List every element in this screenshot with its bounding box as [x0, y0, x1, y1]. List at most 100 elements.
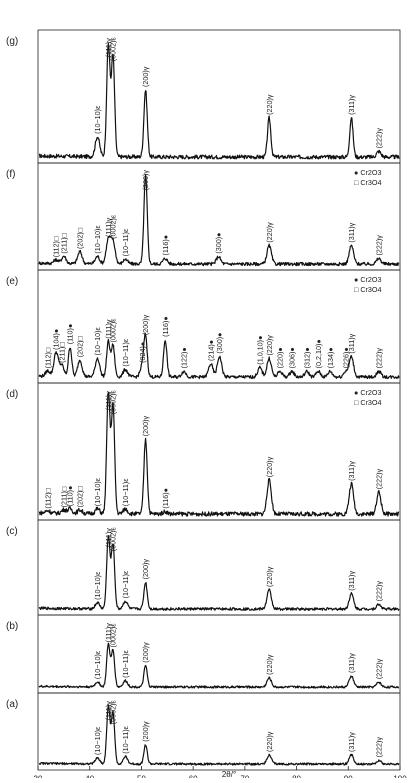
peak-label: (110)●: [66, 324, 75, 345]
legend-entry: □ Cr3O4: [354, 178, 382, 187]
peak-label: (222)γ: [374, 235, 383, 256]
peak-label: (0002)ε: [109, 527, 118, 552]
peak-label: (10−10)ε: [93, 105, 102, 134]
legend-entry: □ Cr3O4: [354, 285, 382, 294]
peak-label: (311)γ: [347, 653, 356, 673]
peak-label: (202)□: [76, 486, 85, 508]
peak-label: (0002)ε: [109, 700, 118, 725]
peak-label: (311)γ: [347, 95, 356, 115]
xrd-trace: [38, 332, 400, 380]
peak-label: (220)γ: [265, 654, 274, 675]
panel-label: (a): [6, 699, 18, 710]
x-axis: 30 40 50 60 70 80 90 100 2θ/°: [34, 766, 407, 783]
peak-label: (111)γ: [104, 701, 113, 721]
peak-label: (202)□: [76, 336, 85, 358]
panel-frame: [37, 29, 401, 164]
x-tick-label: 70: [240, 775, 249, 778]
peak-label: (200)γ: [141, 642, 150, 663]
peak-label: (311)γ: [347, 222, 356, 242]
peak-label: (222)γ: [374, 737, 383, 758]
peak-label: (311)γ: [347, 333, 356, 353]
peak-label: (222)γ: [374, 128, 383, 149]
peak-label: (111)γ: [104, 623, 113, 643]
peak-label: (112)□: [43, 347, 52, 368]
legend-entry: □ Cr3O4: [354, 398, 382, 407]
x-tick-label: 40: [85, 775, 94, 778]
peak-label: (134)●: [326, 347, 335, 368]
peak-label: (200)γ: [141, 559, 150, 580]
peak-label: (200)γ: [141, 66, 150, 87]
x-tick-label: 50: [137, 775, 146, 778]
peak-label: (10−11)ε: [121, 228, 130, 256]
peak-label: (220)γ: [265, 731, 274, 752]
xrd-trace: [38, 42, 400, 160]
peak-label: (0002)ε: [109, 390, 118, 415]
peak-label: (214)●: [206, 340, 215, 361]
peak-label: (220)γ: [265, 222, 274, 243]
peak-label: (311)γ: [347, 732, 356, 752]
peak-label: (222)γ: [374, 348, 383, 369]
panels-group: (g)(10−10)ε(111)γ(0002)ε(200)γ(220)γ (311…: [6, 29, 401, 771]
panel-label: (b): [6, 621, 18, 632]
xrd-trace: [38, 174, 400, 267]
peak-label: (211)□: [57, 342, 66, 363]
legend-entry: ● Cr2O3: [354, 275, 382, 284]
panel-label: (f): [6, 169, 15, 180]
peak-label: (10−10)ε: [93, 571, 102, 600]
peak-label: (10−11)ε: [121, 570, 130, 598]
peak-label: (0002)ε: [109, 214, 118, 239]
peak-label: (211)□: [60, 232, 69, 253]
peak-label: (10−10)ε: [93, 726, 102, 755]
peak-label: (0002)ε: [109, 623, 118, 648]
xrd-trace: [38, 391, 400, 517]
peak-label: (1,0,10)●: [256, 336, 265, 365]
peak-label: (311)γ: [347, 571, 356, 591]
peak-label: (300)●: [214, 232, 223, 253]
peak-label: (104)●: [52, 329, 61, 350]
peak-label: (112)□: [43, 487, 52, 508]
peak-label: (200)γ: [141, 314, 150, 335]
xrd-trace: [38, 642, 400, 689]
peak-label: (116)●: [161, 235, 170, 256]
peak-label: (111)γ: [104, 391, 113, 411]
panel-label: (c): [6, 526, 18, 537]
peak-label: (220)●: [276, 347, 285, 368]
x-tick-label: 90: [344, 775, 353, 778]
peak-label: (306)●: [288, 347, 297, 368]
panel-frame: [37, 692, 401, 771]
peak-label: (111)γ: [104, 217, 113, 237]
peak-label: (112)□: [52, 236, 61, 257]
peak-label: (122)●: [179, 347, 188, 368]
peak-label: (311)γ: [347, 461, 356, 481]
peak-label: (222)γ: [374, 469, 383, 490]
xrd-trace: [38, 704, 400, 766]
peak-label: (300)●: [215, 332, 224, 353]
panel: (d) (112)□ (211)□(110)● (202)□ (10−10)ε (111)…: [6, 382, 401, 521]
panel: (c) (10−10)ε (111)γ(0002)ε (10−11)ε (200)γ (2…: [6, 519, 401, 616]
peak-label: (312)●: [303, 347, 312, 368]
peak-label: (10−10)ε: [93, 225, 102, 254]
legend-entry: ● Cr2O3: [354, 388, 382, 397]
peak-label: (10−10)ε: [93, 477, 102, 506]
panel: (b) (10−10)ε(111)γ(0002)ε(10−11)ε (200)γ (2…: [6, 614, 401, 694]
xrd-trace: [38, 534, 400, 611]
peak-label: (0,2,10)●: [314, 339, 323, 368]
peak-label: (0002)ε: [109, 37, 118, 62]
x-tick-label: 80: [292, 775, 301, 778]
peak-label: (200)γ: [141, 170, 150, 191]
peak-label: (222)γ: [374, 658, 383, 679]
x-tick-label: 30: [34, 775, 43, 778]
panel-label: (e): [6, 276, 18, 287]
peak-label: (111)γ: [104, 528, 113, 548]
peak-label: (10−11)ε: [121, 725, 130, 753]
peak-label: (220)γ: [265, 335, 274, 356]
x-tick-label: 60: [189, 775, 198, 778]
panel: (e) (112)□(104)●(211)□(110)●(202)□ (10−10)…: [6, 269, 401, 384]
peak-label: (111)γ: [104, 38, 113, 58]
peak-label: (0002)ε: [109, 318, 118, 343]
peak-label: (10−11)ε: [121, 338, 130, 366]
peak-label: (116)●: [161, 488, 170, 509]
peak-label: (200)γ: [141, 721, 150, 742]
peak-label: (110)●: [66, 486, 75, 507]
